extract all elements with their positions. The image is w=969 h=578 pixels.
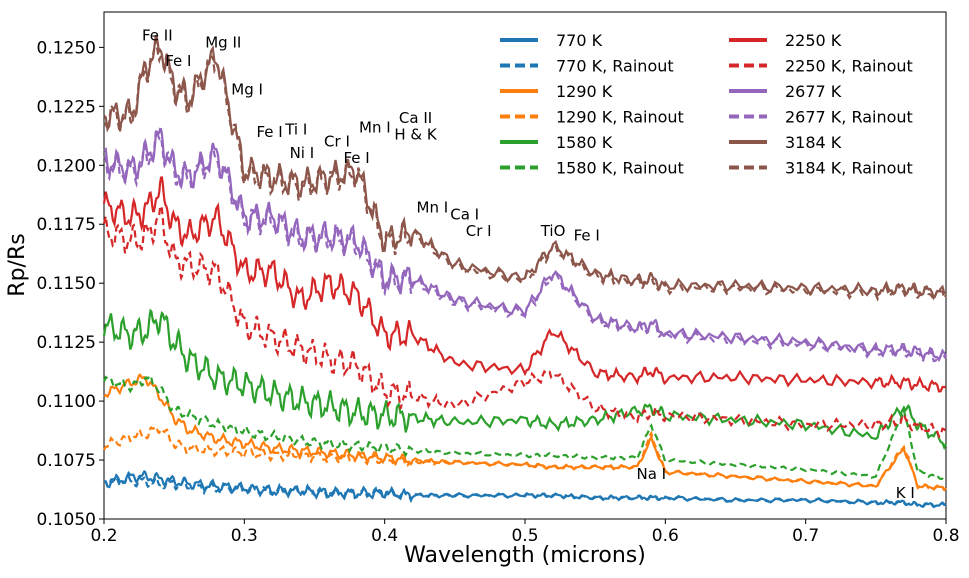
annotation-label: Cr I bbox=[466, 222, 492, 240]
annotation-label: Cr I bbox=[324, 132, 350, 150]
annotation-label: TiO bbox=[540, 222, 566, 240]
x-tick-label: 0.7 bbox=[792, 526, 819, 546]
y-tick-label: 0.1225 bbox=[37, 97, 96, 117]
series-line-1290-k bbox=[103, 373, 947, 491]
annotation-label: Fe I bbox=[256, 123, 282, 141]
series-line-3184-k-rainout bbox=[103, 36, 947, 303]
legend-label-3184-k-rainout: 3184 K, Rainout bbox=[785, 159, 913, 178]
annotation-label: Fe II bbox=[142, 26, 173, 44]
annotation-label: K I bbox=[896, 484, 915, 502]
y-axis-title: Rp/Rs bbox=[5, 233, 30, 296]
y-tick-label: 0.1125 bbox=[37, 333, 96, 353]
legend-label-1290-k: 1290 K bbox=[556, 82, 613, 101]
annotation-label: Mg I bbox=[231, 81, 263, 99]
y-tick-label: 0.1100 bbox=[37, 392, 96, 412]
series-line-770-k bbox=[103, 470, 947, 509]
legend-label-770-k-rainout: 770 K, Rainout bbox=[556, 57, 674, 76]
annotation-label: Ti I bbox=[284, 121, 307, 139]
legend-label-2250-k-rainout: 2250 K, Rainout bbox=[785, 57, 913, 76]
annotation-label: Fe I bbox=[574, 227, 600, 245]
annotation-label: Ca I bbox=[450, 206, 479, 224]
annotation-label: Mn I bbox=[359, 118, 391, 136]
x-axis: 0.2 0.3 0.4 0.5 0.6 0.7 0.8 bbox=[90, 519, 960, 546]
x-tick-label: 0.5 bbox=[511, 526, 538, 546]
y-tick-label: 0.1050 bbox=[37, 510, 96, 530]
y-tick-label: 0.1075 bbox=[37, 451, 96, 471]
legend-label-770-k: 770 K bbox=[556, 31, 603, 50]
annotation-label: Mg II bbox=[205, 33, 241, 51]
legend-label-1290-k-rainout: 1290 K, Rainout bbox=[556, 108, 684, 127]
annotation-label: Ca II bbox=[399, 109, 432, 127]
series-line-2250-k bbox=[102, 176, 947, 393]
annotation-label: Ni I bbox=[290, 144, 315, 162]
series-line-1290-k-rainout bbox=[103, 425, 947, 492]
annotation-label: Na I bbox=[636, 465, 666, 483]
annotation-label: Fe I bbox=[343, 149, 369, 167]
legend-label-1580-k: 1580 K bbox=[556, 133, 613, 152]
legend-label-1580-k-rainout: 1580 K, Rainout bbox=[556, 159, 684, 178]
legend-label-3184-k: 3184 K bbox=[785, 133, 842, 152]
series-line-2677-k bbox=[103, 127, 947, 363]
y-tick-label: 0.1200 bbox=[37, 156, 96, 176]
x-tick-label: 0.3 bbox=[231, 526, 258, 546]
y-tick-label: 0.1175 bbox=[37, 215, 96, 235]
legend: 770 K 770 K, Rainout 1290 K 1290 K, Rainout… bbox=[500, 31, 913, 178]
x-tick-label: 0.6 bbox=[652, 526, 679, 546]
x-axis-title: Wavelength (microns) bbox=[404, 543, 646, 568]
series-line-1580-k-rainout bbox=[102, 374, 947, 481]
y-tick-label: 0.1250 bbox=[37, 38, 96, 58]
legend-label-2677-k-rainout: 2677 K, Rainout bbox=[785, 108, 913, 127]
annotation-label: Fe I bbox=[165, 52, 191, 70]
series-line-3184-k bbox=[103, 34, 947, 301]
x-tick-label: 0.2 bbox=[90, 526, 117, 546]
x-tick-label: 0.4 bbox=[371, 526, 398, 546]
series-line-2250-k-rainout bbox=[102, 202, 947, 439]
y-tick-label: 0.1150 bbox=[37, 274, 96, 294]
annotation-label: H & K bbox=[394, 125, 438, 143]
legend-label-2250-k: 2250 K bbox=[785, 31, 842, 50]
y-axis: 0.1050 0.1075 0.1100 0.1125 0.1150 0.1175 0.12… bbox=[37, 38, 104, 530]
series-layer bbox=[102, 34, 947, 509]
x-tick-label: 0.8 bbox=[932, 526, 959, 546]
annotation-label: Mn I bbox=[417, 198, 449, 216]
series-line-2677-k-rainout bbox=[103, 126, 947, 363]
legend-label-2677-k: 2677 K bbox=[785, 82, 842, 101]
